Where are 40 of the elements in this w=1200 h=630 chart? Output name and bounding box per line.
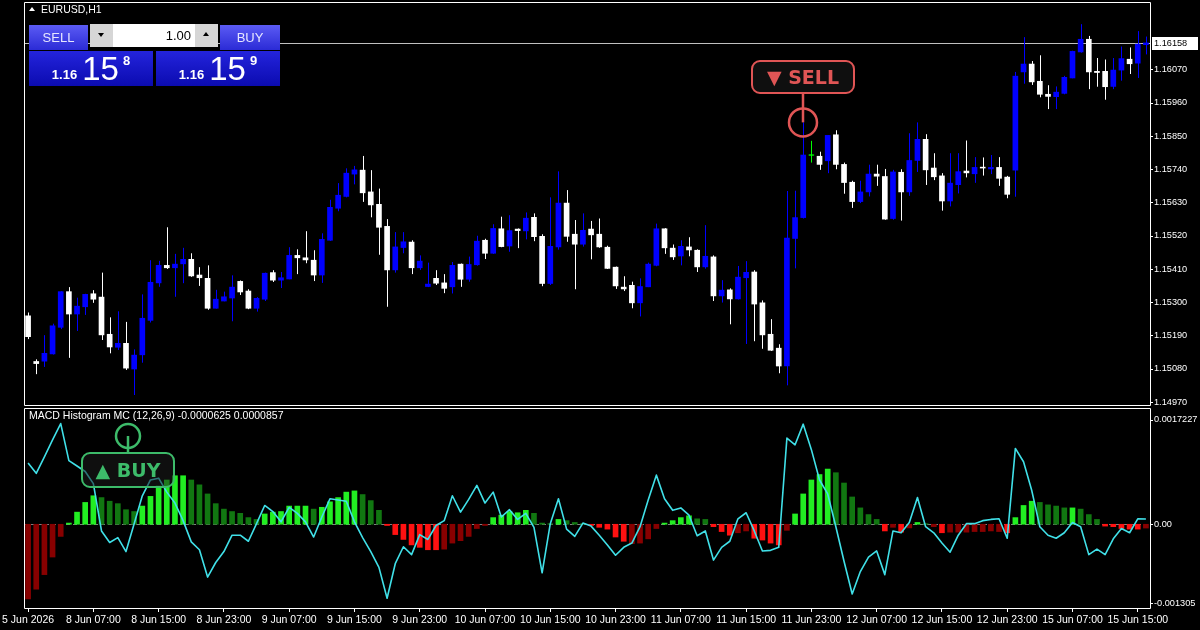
y-tick-label: 1.15300 [1154, 296, 1188, 307]
x-tick-label: 9 Jun 15:00 [327, 613, 383, 626]
x-tick-label: 8 Jun 15:00 [131, 613, 187, 626]
x-tick-label: 5 Jun 2026 [2, 613, 55, 626]
y-tick-label: 1.15740 [1154, 163, 1188, 174]
annotation: 1.00 [113, 24, 195, 47]
x-tick-label: 10 Jun 23:00 [585, 613, 647, 626]
y-tick-label: 0.00 [1154, 518, 1172, 529]
annotation: 15$^{8}$ [82, 50, 131, 87]
ref-line-label: 1.16158 [1154, 38, 1188, 49]
x-tick-label: 15 Jun 15:00 [1107, 613, 1169, 626]
x-tick-label: 8 Jun 07:00 [65, 613, 121, 626]
x-tick-label: 12 Jun 23:00 [976, 613, 1038, 626]
y-tick-label: 1.15960 [1154, 97, 1188, 108]
y-tick-label: 1.15190 [1154, 330, 1188, 341]
x-tick-label: 10 Jun 07:00 [454, 613, 516, 626]
y-tick-label: 1.15080 [1154, 363, 1188, 374]
y-tick-label: 1.14970 [1154, 396, 1188, 407]
x-tick-label: 11 Jun 23:00 [781, 613, 842, 626]
x-tick-label: 11 Jun 07:00 [650, 613, 711, 626]
x-tick-label: 11 Jun 15:00 [716, 613, 777, 626]
x-tick-label: 12 Jun 15:00 [911, 613, 973, 626]
annotation: 1.16 [51, 67, 78, 82]
chart-title: MACD Histogram MC (12,26,9) -0.0000625 0.0000857 [29, 408, 284, 421]
x-tick-label: 15 Jun 07:00 [1042, 613, 1104, 626]
annotation: 1.16 [178, 67, 205, 82]
x-tick-label: 12 Jun 07:00 [846, 613, 908, 626]
y-tick-label: 1.15630 [1154, 197, 1188, 208]
x-tick-label: 8 Jun 23:00 [196, 613, 252, 626]
annotation: 15$^{9}$ [209, 50, 258, 87]
y-tick-label: 1.15850 [1154, 130, 1188, 141]
y-tick-label: 0.0017227 [1154, 414, 1198, 425]
y-tick-label: 1.15410 [1154, 263, 1188, 274]
y-tick-label: 1.16070 [1154, 64, 1188, 75]
chart-title: EURUSD,H1 [41, 2, 102, 15]
y-tick-label: 1.15520 [1154, 230, 1188, 241]
x-tick-label: 9 Jun 23:00 [392, 613, 448, 626]
x-tick-label: 9 Jun 07:00 [261, 613, 317, 626]
y-tick-label: -0.001305 [1154, 597, 1196, 608]
x-tick-label: 10 Jun 15:00 [519, 613, 581, 626]
